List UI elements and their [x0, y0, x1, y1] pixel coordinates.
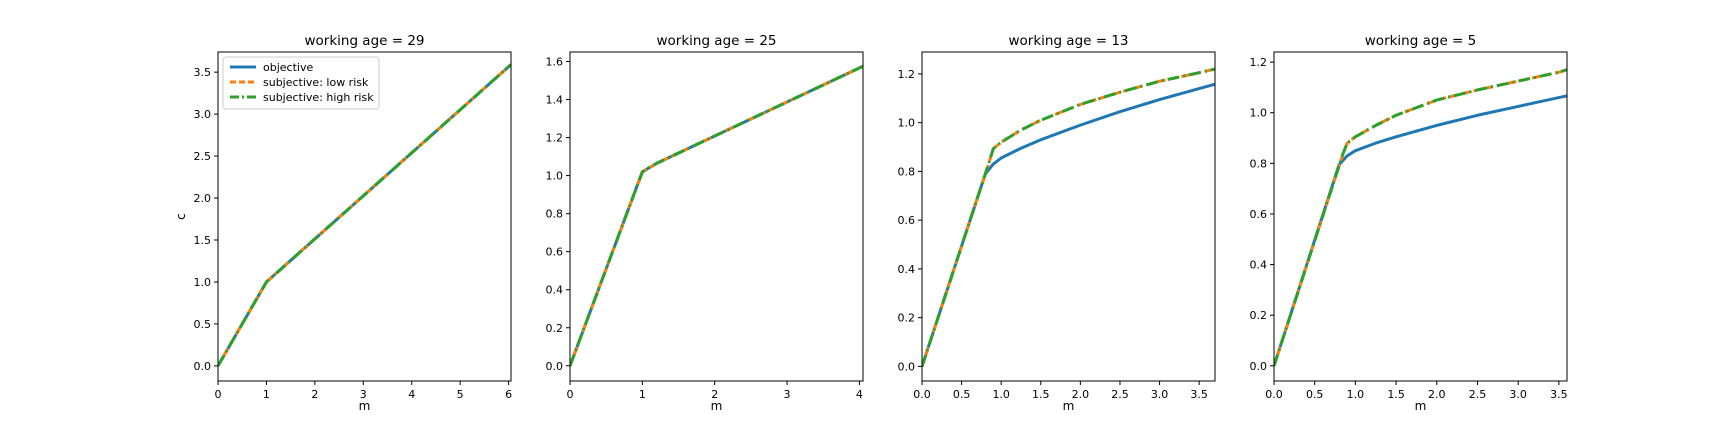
y-tick-label: 0.4 [1250, 259, 1268, 272]
axes-frame [921, 51, 1216, 382]
x-tick-label: 4 [408, 388, 415, 401]
y-tick-label: 0.0 [898, 360, 916, 373]
series-group [1274, 68, 1567, 367]
y-tick-label: 1.0 [546, 170, 564, 183]
series-line [570, 64, 863, 367]
x-tick-label: 0.0 [1265, 388, 1283, 401]
y-tick-label: 0.4 [546, 284, 564, 297]
x-axis-label: m [1415, 399, 1427, 413]
y-tick-label: 1.2 [898, 68, 916, 81]
y-tick-label: 1.4 [546, 94, 564, 107]
y-tick-label: 0.6 [898, 214, 916, 227]
series-line [922, 67, 1215, 367]
legend-label: subjective: high risk [263, 91, 374, 104]
y-tick-label: 0.0 [1250, 360, 1268, 373]
axes-frame [569, 51, 864, 382]
series-line [922, 82, 1215, 367]
axes-frame [1273, 51, 1568, 382]
panel-title: working age = 5 [1365, 33, 1476, 49]
x-tick-label: 1 [639, 388, 646, 401]
series-group [218, 63, 511, 367]
y-tick-label: 1.2 [1250, 56, 1268, 69]
legend: objective subjective: low risk subjective:… [222, 56, 380, 110]
y-tick-label: 0.2 [1250, 309, 1268, 322]
x-tick-label: 5 [457, 388, 464, 401]
series-line [1274, 68, 1567, 367]
series-line [570, 64, 863, 367]
x-tick-label: 3.0 [1509, 388, 1527, 401]
panel-title: working age = 29 [304, 33, 424, 49]
x-tick-label: 2.0 [1072, 388, 1090, 401]
axes-frame [217, 51, 512, 382]
y-tick-label: 0.8 [898, 165, 916, 178]
x-tick-label: 0 [215, 388, 222, 401]
x-tick-label: 0.5 [1306, 388, 1324, 401]
x-tick-label: 1.5 [1387, 388, 1405, 401]
y-tick-label: 3.5 [194, 66, 212, 79]
series-line [218, 63, 511, 367]
x-axis-label: m [711, 399, 723, 413]
panel-title: working age = 25 [656, 33, 776, 49]
x-tick-label: 3.5 [1190, 388, 1208, 401]
x-tick-label: 3.5 [1550, 388, 1568, 401]
y-tick-label: 0.2 [546, 322, 564, 335]
series-line [1274, 68, 1567, 367]
y-tick-label: 0.0 [194, 360, 212, 373]
x-tick-label: 2.0 [1428, 388, 1446, 401]
y-tick-label: 2.0 [194, 192, 212, 205]
x-tick-label: 1 [263, 388, 270, 401]
series-line [218, 63, 511, 367]
y-tick-label: 2.5 [194, 150, 212, 163]
chart-panel: 0 1 2 3 4 5 6 0.0 0.5 1.0 1.5 2.0 2.5 3.0 3.5 working a… [174, 33, 512, 413]
x-tick-label: 2.5 [1111, 388, 1129, 401]
series-line [1274, 94, 1567, 367]
y-tick-label: 3.0 [194, 108, 212, 121]
y-tick-label: 0.2 [898, 312, 916, 325]
legend-label: subjective: low risk [263, 76, 369, 89]
x-tick-label: 0.5 [953, 388, 971, 401]
x-tick-label: 3 [784, 388, 791, 401]
series-line [218, 63, 511, 367]
series-group [922, 67, 1215, 367]
y-tick-label: 1.0 [1250, 107, 1268, 120]
series-group [570, 64, 863, 367]
y-tick-label: 0.5 [194, 318, 212, 331]
x-tick-label: 1.0 [992, 388, 1010, 401]
y-tick-label: 0.8 [1250, 157, 1268, 170]
y-tick-label: 0.8 [546, 208, 564, 221]
x-tick-label: 4 [856, 388, 863, 401]
x-tick-label: 3 [360, 388, 367, 401]
y-tick-label: 1.0 [194, 276, 212, 289]
legend-label: objective [263, 61, 313, 74]
y-tick-label: 0.6 [1250, 208, 1268, 221]
x-tick-label: 0 [567, 388, 574, 401]
x-axis-label: m [359, 399, 371, 413]
x-tick-label: 3.0 [1151, 388, 1169, 401]
y-tick-label: 1.2 [546, 132, 564, 145]
y-tick-label: 0.4 [898, 263, 916, 276]
chart-panel: 0.0 0.5 1.0 1.5 2.0 2.5 3.0 3.5 0.0 0.2 0.4 0.6 0.8 1… [898, 33, 1216, 413]
legend-box [222, 56, 380, 110]
chart-panel: 0 1 2 3 4 0.0 0.2 0.4 0.6 0.8 1.0 1.2 1.4 1.6 working … [546, 33, 864, 413]
y-tick-label: 1.0 [898, 117, 916, 130]
x-tick-label: 6 [505, 388, 512, 401]
y-tick-label: 1.5 [194, 234, 212, 247]
chart-panel: 0.0 0.5 1.0 1.5 2.0 2.5 3.0 3.5 0.0 0.2 0.4 0.6 0.8 1… [1250, 33, 1568, 413]
x-tick-label: 1.0 [1347, 388, 1365, 401]
x-tick-label: 2.5 [1469, 388, 1487, 401]
x-tick-label: 2 [311, 388, 318, 401]
x-tick-label: 2 [711, 388, 718, 401]
x-tick-label: 1.5 [1032, 388, 1050, 401]
panel-title: working age = 13 [1008, 33, 1128, 49]
series-line [570, 64, 863, 367]
series-line [922, 67, 1215, 367]
y-axis-label: c [174, 213, 188, 220]
y-tick-label: 1.6 [546, 56, 564, 69]
x-tick-label: 0.0 [913, 388, 931, 401]
y-tick-label: 0.6 [546, 246, 564, 259]
y-tick-label: 0.0 [546, 360, 564, 373]
x-axis-label: m [1063, 399, 1075, 413]
